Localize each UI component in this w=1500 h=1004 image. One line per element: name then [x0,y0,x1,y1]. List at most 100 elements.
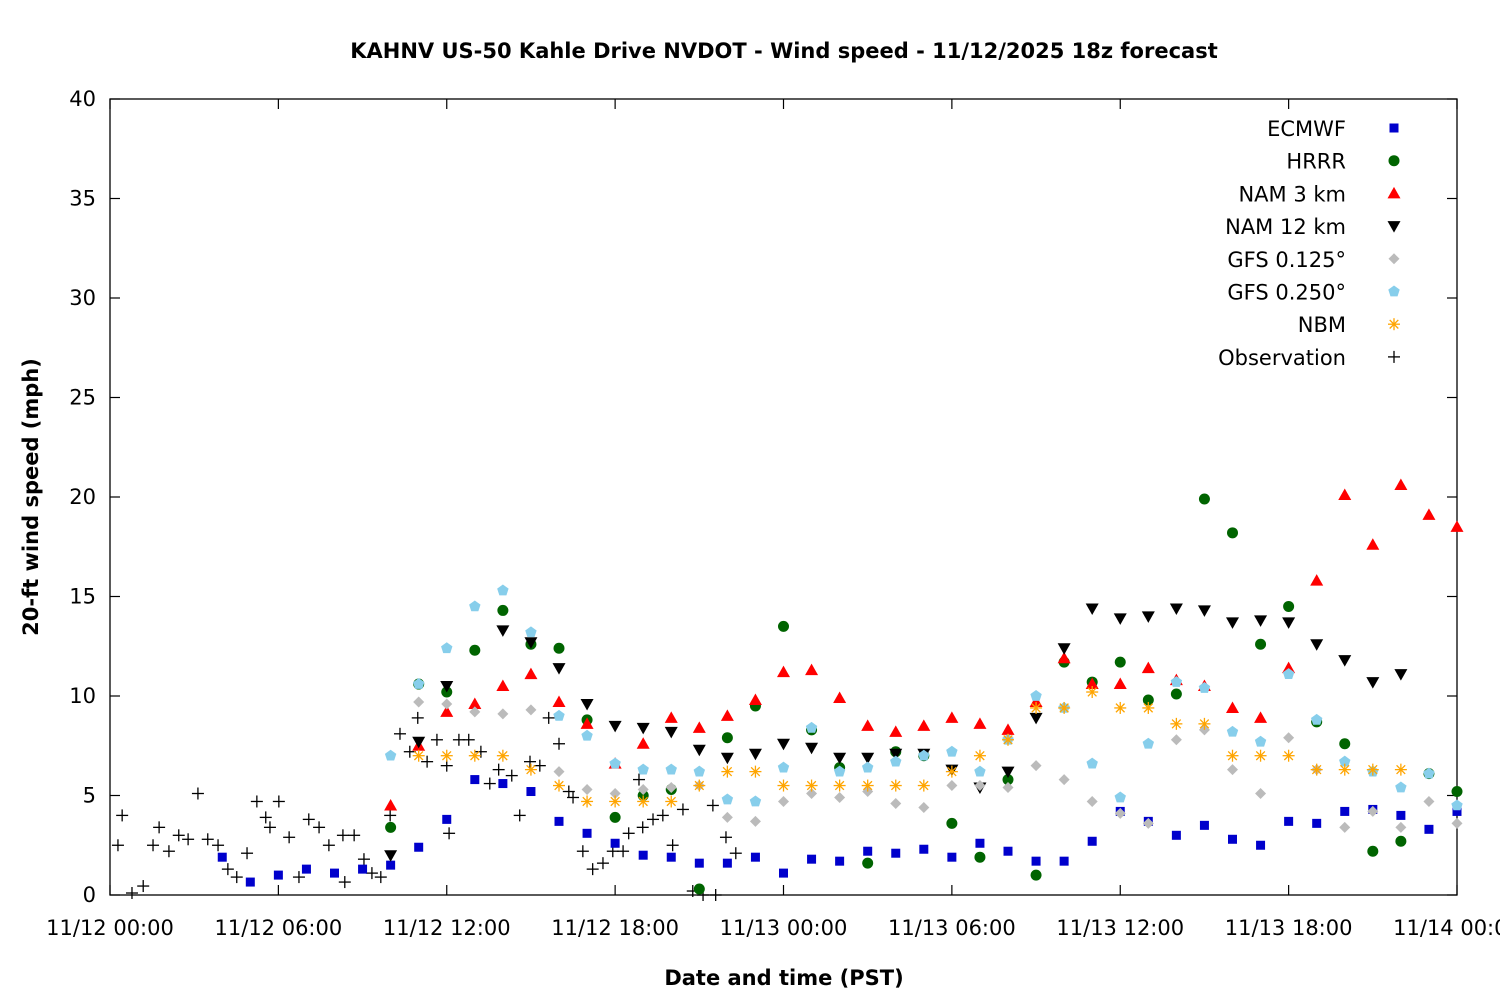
observation-point [162,845,175,858]
nbm-point [1366,763,1379,776]
nam-12-km-point [805,742,819,755]
nam-3-km-point [889,725,903,737]
observation-point [292,871,305,884]
nbm-point [665,795,678,808]
nam-12-km-point [1394,669,1408,681]
ecmwf-point [975,838,985,848]
observation-point [524,755,537,768]
nam-3-km-point [1338,488,1352,501]
gfs-0-250-point [805,721,818,733]
gfs-0-125-point [581,784,593,796]
gfs-0-250-point [1310,713,1323,725]
nbm-point [1310,763,1323,776]
observation-point [492,763,505,776]
gfs-0-250-point [1339,755,1351,767]
gfs-0-250-point [890,755,902,767]
observation-point [116,809,129,822]
legend-marker-gfs-0-125 [1388,253,1400,265]
gfs-0-125-point [721,811,733,823]
gfs-0-250-point [665,763,677,775]
gfs-0-250-point [412,678,425,689]
legend-label-nam-12-km: NAM 12 km [1225,215,1346,239]
observation-point [393,727,406,740]
ecmwf-point [1340,806,1350,816]
observation-point [153,821,166,834]
observation-point [374,871,387,884]
ecmwf-point [1396,810,1406,820]
ecmwf-point [526,787,536,797]
nam-12-km-point [1226,617,1239,629]
nam-3-km-point [1085,677,1099,690]
observation-point [462,733,475,746]
gfs-0-250-point [1395,781,1407,793]
nam-3-km-point [1422,508,1436,520]
nam-12-km-point [440,681,454,693]
gfs-0-125-point [525,704,537,716]
nbm-point [749,765,762,778]
nbm-point [468,749,481,762]
gfs-0-125-point [1227,764,1238,776]
nam-3-km-point [777,665,790,678]
x-tick-label: 11/13 06:00 [888,916,1016,940]
observation-point [505,769,518,782]
observation-point [263,821,276,834]
hrrr-point [1114,656,1126,668]
nam-12-km-point [1057,643,1071,655]
nam-12-km-point [1001,766,1015,779]
hrrr-point [1395,835,1407,847]
observation-point [421,755,434,768]
ecmwf-point [1171,830,1181,840]
observation-point [533,759,546,772]
gfs-0-125-point [1367,805,1379,817]
x-axis-label: Date and time (PST) [664,966,903,990]
nbm-point [1198,717,1211,730]
gfs-0-125-point [749,815,761,827]
gfs-0-125-point [1170,734,1182,746]
observation-point [191,787,204,800]
hrrr-point [1367,845,1379,857]
ecmwf-point [694,858,704,868]
gfs-0-250-point [525,626,537,638]
gfs-0-250-point [1226,725,1239,737]
gfs-0-250-point [833,765,846,777]
observation-point [596,857,609,870]
ecmwf-point [470,775,480,785]
hrrr-point [1339,738,1351,750]
ecmwf-point [1003,846,1013,856]
hrrr-point [693,883,705,895]
observation-point [259,811,272,824]
gfs-0-250-point [497,584,509,596]
nam-3-km-point [1226,701,1239,713]
observation-point [666,839,679,852]
nam-3-km-point [524,667,538,680]
observation-point [403,745,416,758]
legend-label-ecmwf: ECMWF [1267,117,1346,141]
legend-marker-nam-3-km [1387,186,1401,199]
legend-marker-nbm [1388,318,1400,331]
ecmwf-point [273,870,283,880]
x-tick-label: 11/12 18:00 [551,916,679,940]
gfs-0-125-point [1451,817,1463,829]
legend: ECMWF HRRR NAM 3 km NAM 12 km GFS 0.125° GFS … [1218,117,1401,370]
nbm-point [524,763,537,776]
gfs-0-250-point [1142,737,1155,749]
nam-3-km-point [1450,520,1464,532]
nam-3-km-point [580,717,594,729]
nam-12-km-point [1141,611,1155,623]
nam-3-km-point [1057,651,1071,664]
nam-12-km-point [777,738,790,751]
hrrr-point [1002,774,1014,786]
nbm-point [721,765,734,778]
observation-point [576,845,589,858]
observation-point [384,809,397,822]
y-axis-label: 20-ft wind speed (mph) [19,358,43,636]
hrrr-point [974,851,986,863]
axes: 0 5 10 15 20 25 30 35 40 11/12 00:00 11/12 06:00 11… [46,87,1500,940]
gfs-0-250-point [1451,799,1463,811]
nbm-point [1170,717,1183,730]
x-tick-label: 11/12 12:00 [383,916,511,940]
observation-point [125,887,138,900]
nbm-point [1002,733,1014,746]
gfs-0-125-point [441,698,453,710]
nam-12-km-point [889,748,903,761]
